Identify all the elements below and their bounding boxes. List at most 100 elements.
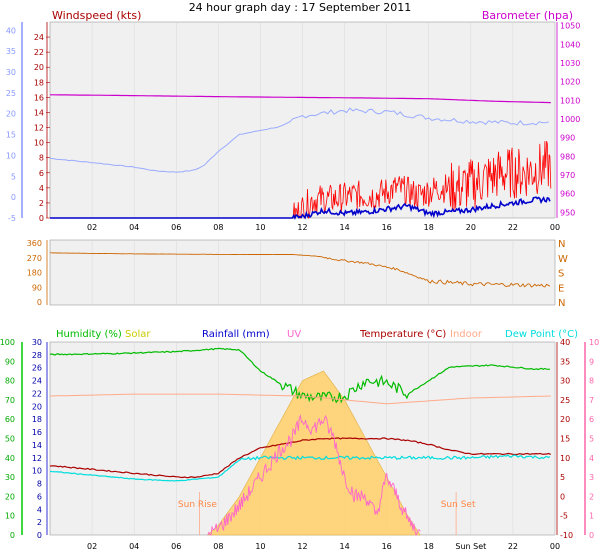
rainfall-tick: 14 (32, 441, 42, 450)
x-tick: 18 (424, 223, 434, 232)
humidity-line (49, 347, 550, 404)
gust-axis-ticks: -5 0 5 10 15 20 25 30 35 40 (6, 22, 23, 223)
sun-annotations: Sun Rise Sun Set (178, 492, 476, 535)
barometer-tick: 970 (560, 171, 575, 180)
rainfall-tick: 8 (37, 480, 42, 489)
x-tick: 22 (508, 542, 518, 551)
uv-tick: 5 (589, 435, 594, 444)
uv-tick: 1 (589, 512, 594, 521)
uv-tick: 0 (589, 531, 594, 540)
x-tick: 10 (255, 542, 265, 551)
temperature-tick: -10 (560, 531, 573, 540)
humidity-tick: 80 (5, 377, 15, 386)
humidity-tick: 40 (5, 454, 15, 463)
x-tick: 20 (466, 223, 476, 232)
x-tick: Sun Set (455, 542, 486, 551)
rainfall-tick: 12 (32, 454, 42, 463)
x-tick: 00 (550, 542, 560, 551)
x-tick: 04 (129, 223, 139, 232)
windspeed-tick: 4 (39, 184, 44, 193)
direction-series (50, 240, 551, 305)
humidity-tick: 50 (5, 435, 15, 444)
gust-tick: 0 (11, 193, 16, 202)
windspeed-tick: 24 (34, 33, 44, 42)
x-tick: 06 (171, 223, 181, 232)
humidity-tick: 90 (5, 357, 15, 366)
x-tick: 06 (171, 542, 181, 551)
windspeed-tick: 10 (34, 139, 44, 148)
humidity-series (49, 347, 552, 537)
rainfall-tick: 24 (32, 377, 42, 386)
direction-compass-tick: W (558, 254, 568, 265)
sun-set-label: Sun Set (441, 500, 476, 510)
rainfall-tick: 26 (32, 364, 42, 373)
wind-x-axis-ticks: 02 04 06 08 10 12 14 16 18 20 22 00 (87, 22, 560, 232)
x-tick: 04 (129, 542, 139, 551)
x-tick: 08 (213, 223, 223, 232)
x-tick: 12 (297, 542, 307, 551)
barometer-tick: 960 (560, 190, 575, 199)
x-tick: 16 (382, 542, 392, 551)
direction-degree-tick: 90 (32, 283, 42, 292)
uv-tick: 10 (589, 338, 599, 347)
legend-entry: UV (287, 329, 301, 340)
rainfall-tick: 20 (32, 402, 42, 411)
direction-degree-tick: 0 (37, 298, 42, 307)
humidity-axis-ticks: 0 10 20 30 40 50 60 70 80 90 100 (0, 338, 23, 540)
gust-tick: 30 (6, 68, 16, 77)
rainfall-tick: 10 (32, 467, 42, 476)
gust-tick: 10 (6, 151, 16, 160)
legend-entry: Dew Point (°C) (505, 329, 578, 340)
barometer-axis-ticks: 950 960 970 980 990 1000 1010 1020 1030 1040 1050 (556, 22, 580, 218)
x-tick: 00 (550, 223, 560, 232)
windspeed-tick: 12 (34, 124, 44, 133)
temperature-tick: 35 (560, 357, 570, 366)
legend-entry: Solar (125, 329, 151, 340)
uv-tick: 3 (589, 473, 594, 482)
direction-degree-ticks: 0 90 180 270 360 (27, 239, 48, 307)
wind-average-line (50, 196, 551, 220)
windspeed-tick: 18 (34, 78, 44, 87)
temperature-tick: 25 (560, 396, 570, 405)
humidity-tick: 20 (5, 492, 15, 501)
x-tick: 16 (382, 223, 392, 232)
windspeed-tick: 20 (34, 63, 44, 72)
solar-area (207, 370, 421, 536)
windspeed-tick: 22 (34, 48, 44, 57)
wind-panel: Windspeed (kts) Barometer (hpa) -5 0 5 10 15… (6, 9, 581, 232)
temperature-tick: 15 (560, 435, 570, 444)
temperature-line (49, 437, 552, 479)
legend-entry: Rainfall (mm) (202, 329, 270, 340)
wind-series (49, 94, 552, 220)
barometer-tick: 1020 (560, 78, 580, 87)
uv-tick: 8 (589, 377, 594, 386)
legend-entry: Temperature (°C) (359, 329, 446, 340)
windspeed-tick: 14 (34, 108, 44, 117)
windspeed-tick: 0 (39, 214, 44, 223)
gust-tick: -5 (8, 214, 16, 223)
rainfall-tick: 2 (37, 518, 42, 527)
gust-tick: 40 (6, 26, 16, 35)
x-tick: 22 (508, 223, 518, 232)
barometer-tick: 950 (560, 208, 575, 217)
humidity-tick: 0 (10, 531, 15, 540)
gust-tick: 15 (6, 131, 16, 140)
humidity-panel: Humidity (%) Solar Rainfall (mm) UV Temperat… (0, 329, 599, 551)
x-tick: 10 (255, 223, 265, 232)
barometer-tick: 980 (560, 152, 575, 161)
barometer-tick: 1050 (560, 22, 580, 31)
direction-compass-tick: S (558, 269, 564, 280)
wind-direction-line (50, 252, 551, 288)
rainfall-tick: 0 (37, 531, 42, 540)
rainfall-tick: 30 (32, 338, 42, 347)
rainfall-tick: 18 (32, 415, 42, 424)
uv-tick: 2 (589, 492, 594, 501)
gust-tick: 25 (6, 89, 16, 98)
humidity-legend: Humidity (%) Solar Rainfall (mm) UV Temperat… (56, 329, 578, 340)
gust-tick: 20 (6, 110, 16, 119)
barometer-tick: 1030 (560, 59, 580, 68)
uv-tick: 4 (589, 454, 594, 463)
